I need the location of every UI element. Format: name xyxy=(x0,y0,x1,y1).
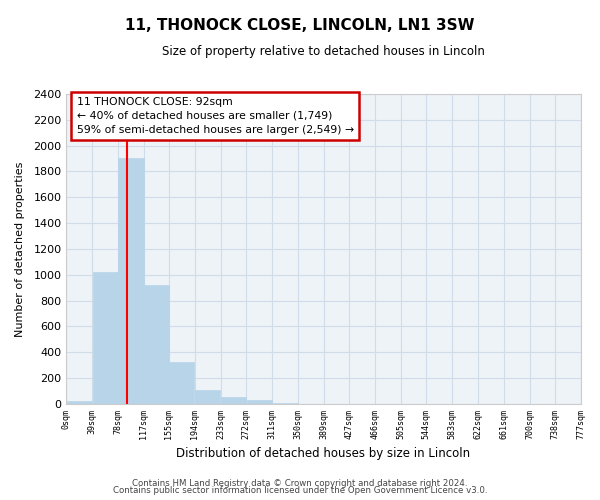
Y-axis label: Number of detached properties: Number of detached properties xyxy=(15,161,25,336)
Bar xyxy=(272,402,298,404)
Bar xyxy=(221,398,246,404)
Bar xyxy=(144,285,169,404)
Text: Contains HM Land Registry data © Crown copyright and database right 2024.: Contains HM Land Registry data © Crown c… xyxy=(132,478,468,488)
Text: 11 THONOCK CLOSE: 92sqm
← 40% of detached houses are smaller (1,749)
59% of semi: 11 THONOCK CLOSE: 92sqm ← 40% of detache… xyxy=(77,97,354,135)
Bar xyxy=(67,401,92,404)
Bar xyxy=(247,400,272,404)
Bar xyxy=(169,362,194,404)
Title: Size of property relative to detached houses in Lincoln: Size of property relative to detached ho… xyxy=(162,45,485,58)
X-axis label: Distribution of detached houses by size in Lincoln: Distribution of detached houses by size … xyxy=(176,447,470,460)
Bar xyxy=(118,158,143,404)
Bar xyxy=(92,272,118,404)
Text: 11, THONOCK CLOSE, LINCOLN, LN1 3SW: 11, THONOCK CLOSE, LINCOLN, LN1 3SW xyxy=(125,18,475,32)
Bar xyxy=(195,390,220,404)
Text: Contains public sector information licensed under the Open Government Licence v3: Contains public sector information licen… xyxy=(113,486,487,495)
